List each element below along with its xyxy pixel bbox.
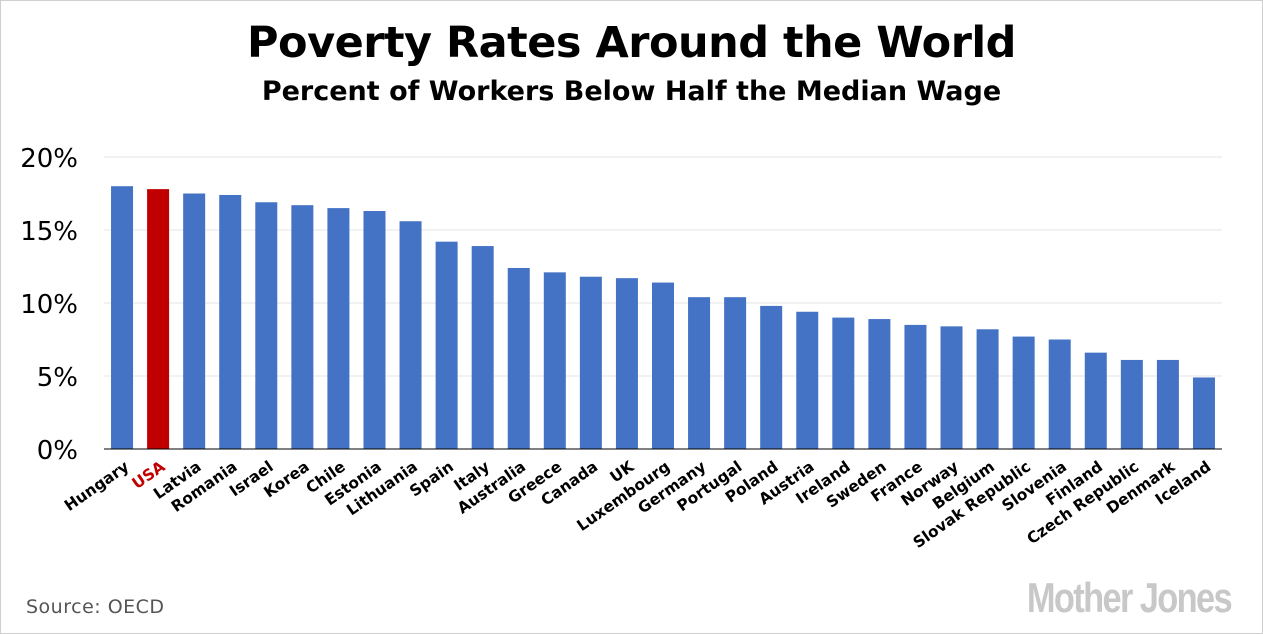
bar-norway — [940, 326, 963, 449]
bar-iceland — [1192, 377, 1215, 449]
y-tick-label: 20% — [20, 144, 78, 174]
bar-latvia — [183, 193, 206, 449]
bar-israel — [255, 202, 278, 449]
bar-canada — [579, 276, 602, 449]
bar-germany — [688, 297, 711, 449]
x-tick-label: Hungary — [61, 458, 132, 515]
bar-france — [904, 324, 927, 449]
bar-finland — [1084, 352, 1107, 449]
bar-lithuania — [399, 221, 422, 449]
y-tick-label: 10% — [20, 290, 78, 320]
bar-spain — [435, 241, 458, 449]
y-tick-label: 0% — [37, 436, 78, 466]
bar-romania — [219, 194, 242, 449]
bars — [111, 186, 1215, 449]
publisher-logo: Mother Jones — [1026, 574, 1233, 621]
bar-greece — [543, 272, 566, 449]
chart-subtitle: Percent of Workers Below Half the Median… — [261, 76, 1002, 107]
bar-portugal — [724, 297, 747, 449]
bar-denmark — [1156, 359, 1179, 449]
bar-australia — [507, 267, 530, 449]
source-note: Source: OECD — [26, 596, 165, 618]
bar-chile — [327, 208, 350, 449]
bar-uk — [615, 278, 638, 449]
bar-italy — [471, 246, 494, 449]
bar-ireland — [832, 317, 855, 449]
bar-luxembourg — [652, 282, 674, 449]
bar-estonia — [363, 211, 386, 449]
bar-korea — [291, 205, 314, 449]
y-tick-label: 5% — [37, 363, 78, 393]
y-axis-ticks: 0% 5% 10% 15% 20% — [20, 144, 78, 466]
bar-hungary — [111, 186, 134, 449]
bar-austria — [796, 311, 819, 449]
bar-czech-republic — [1120, 359, 1143, 449]
x-axis-labels: HungaryUSALatviaRomaniaIsraelKoreaChileE… — [61, 457, 1214, 552]
bar-usa — [147, 189, 170, 449]
bar-sweden — [868, 319, 891, 449]
bar-slovak-republic — [1012, 336, 1035, 449]
chart-title: Poverty Rates Around the World — [247, 18, 1016, 68]
bar-slovenia — [1048, 339, 1071, 449]
bar-poland — [760, 305, 783, 449]
y-tick-label: 15% — [20, 217, 78, 247]
bar-belgium — [976, 329, 999, 449]
